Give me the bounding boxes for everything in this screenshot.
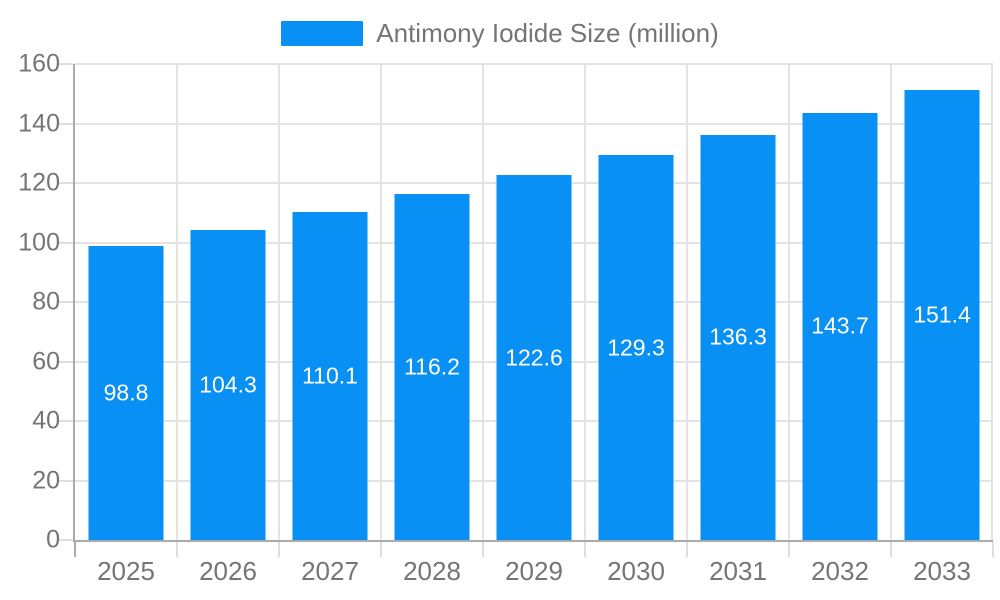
- bar-2030[interactable]: 129.3: [598, 155, 674, 540]
- y-axis-tick: [57, 122, 73, 125]
- bar-2032[interactable]: 143.7: [802, 112, 878, 540]
- y-axis-tick: [57, 539, 73, 541]
- bar-value-label: 122.6: [505, 344, 563, 371]
- x-tick-label-2031: 2031: [709, 556, 767, 586]
- bar-value-label: 98.8: [103, 379, 149, 406]
- x-tick-label-2032: 2032: [811, 556, 869, 586]
- y-axis-tick: [57, 241, 73, 244]
- v-gridline: [176, 64, 178, 540]
- y-axis-tick: [57, 360, 73, 363]
- x-axis-tick: [685, 542, 688, 557]
- v-gridline: [584, 64, 586, 540]
- y-axis-tick: [57, 301, 73, 303]
- bar-2029[interactable]: 122.6: [496, 175, 572, 540]
- x-axis-tick: [379, 542, 382, 557]
- v-gridline: [685, 64, 688, 540]
- y-tick-label: 80: [32, 287, 60, 316]
- x-axis-tick: [74, 542, 76, 557]
- v-gridline: [379, 64, 382, 540]
- x-axis-tick: [278, 542, 280, 557]
- x-axis-tick: [992, 542, 994, 557]
- x-tick-label-2030: 2030: [607, 556, 665, 586]
- bar-2026[interactable]: 104.3: [190, 229, 266, 540]
- v-gridline: [890, 64, 892, 540]
- y-tick-label: 120: [18, 168, 60, 197]
- x-tick-label-2028: 2028: [403, 556, 461, 586]
- legend-swatch[interactable]: [281, 21, 364, 46]
- h-gridline: [75, 63, 993, 65]
- y-tick-label: 60: [32, 347, 60, 375]
- legend-label[interactable]: Antimony Iodide Size (million): [376, 18, 719, 48]
- bar-value-label: 110.1: [302, 362, 358, 389]
- bar-2033[interactable]: 151.4: [904, 89, 980, 540]
- y-tick-label: 140: [18, 109, 60, 137]
- bar-value-label: 143.7: [811, 312, 869, 339]
- y-tick-label: 100: [18, 228, 60, 256]
- bar-2025[interactable]: 98.8: [88, 246, 164, 540]
- y-axis-tick: [57, 479, 73, 482]
- y-tick-label: 40: [32, 406, 60, 435]
- x-axis-tick: [788, 542, 790, 557]
- v-gridline: [482, 64, 484, 540]
- x-axis-tick: [176, 542, 178, 557]
- bar-2027[interactable]: 110.1: [292, 212, 368, 540]
- x-tick-label-2029: 2029: [505, 556, 563, 586]
- bar-2031[interactable]: 136.3: [700, 134, 776, 540]
- bar-value-label: 151.4: [913, 301, 971, 328]
- bar-value-label: 116.2: [404, 353, 460, 380]
- y-axis-tick: [57, 63, 73, 65]
- x-axis-tick: [890, 542, 892, 557]
- v-gridline: [991, 64, 993, 540]
- bar-value-label: 104.3: [199, 371, 257, 398]
- x-axis-tick: [482, 542, 484, 557]
- y-axis-tick: [57, 420, 73, 422]
- plot-area: 0 20 40 60 80 100 120 140 160 98.8 2025 104.3 2026 11…: [18, 51, 994, 584]
- v-gridline: [278, 64, 280, 540]
- bar-value-label: 129.3: [607, 334, 665, 361]
- y-axis-tick: [57, 182, 73, 184]
- x-tick-label-2026: 2026: [199, 556, 257, 586]
- x-tick-label-2033: 2033: [913, 556, 971, 586]
- legend[interactable]: Antimony Iodide Size (million): [0, 18, 1000, 49]
- y-tick-label: 160: [18, 49, 60, 78]
- x-axis-tick: [584, 542, 586, 557]
- x-tick-label-2025: 2025: [97, 556, 155, 586]
- x-tick-label-2027: 2027: [301, 556, 359, 586]
- h-gridline: [75, 122, 993, 125]
- y-tick-label: 0: [46, 525, 60, 554]
- v-gridline: [788, 64, 790, 540]
- bar-2028[interactable]: 116.2: [394, 194, 470, 540]
- y-tick-label: 20: [32, 466, 60, 494]
- bar-value-label: 136.3: [709, 323, 767, 350]
